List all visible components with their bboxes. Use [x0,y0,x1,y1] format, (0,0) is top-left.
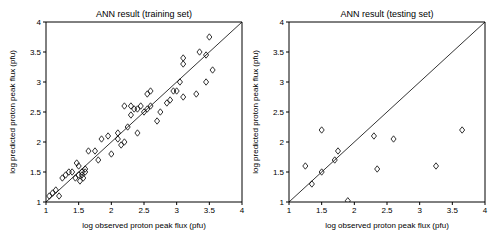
svg-text:3.5: 3.5 [447,206,459,215]
svg-text:log observed proton peak flux: log observed proton peak flux (pfu) [325,221,449,230]
svg-text:log observed proton peak flux: log observed proton peak flux (pfu) [82,221,206,230]
svg-text:2.5: 2.5 [138,206,150,215]
svg-text:4: 4 [483,206,488,215]
svg-text:3: 3 [174,206,179,215]
svg-text:2.5: 2.5 [30,108,42,117]
svg-text:log predicted proton peak flux: log predicted proton peak flux (pfu) [8,50,17,174]
svg-text:3.5: 3.5 [204,206,216,215]
svg-text:1: 1 [44,206,49,215]
svg-text:1.5: 1.5 [30,168,42,177]
svg-text:2: 2 [109,206,114,215]
svg-text:1: 1 [37,198,42,207]
svg-text:4: 4 [280,20,285,27]
svg-text:1.5: 1.5 [273,168,285,177]
svg-text:1.5: 1.5 [73,206,85,215]
svg-text:4: 4 [240,206,245,215]
svg-text:log predicted proton peak flux: log predicted proton peak flux (pfu) [251,50,260,174]
svg-text:2: 2 [280,138,285,147]
svg-text:2.5: 2.5 [381,206,393,215]
svg-text:2.5: 2.5 [273,108,285,117]
svg-text:1: 1 [287,206,292,215]
svg-text:1: 1 [280,198,285,207]
svg-text:3: 3 [280,78,285,87]
html-text:ANN result (testing set): ANN result (testing set) [340,9,434,19]
html-text:ANN result (training set): ANN result (training set) [96,9,192,19]
svg-text:4: 4 [37,20,42,27]
svg-text:3: 3 [37,78,42,87]
svg-text:2: 2 [352,206,357,215]
svg-text:3.5: 3.5 [273,48,285,57]
svg-text:3: 3 [417,206,422,215]
svg-text:2: 2 [37,138,42,147]
svg-text:1.5: 1.5 [316,206,328,215]
svg-text:3.5: 3.5 [30,48,42,57]
